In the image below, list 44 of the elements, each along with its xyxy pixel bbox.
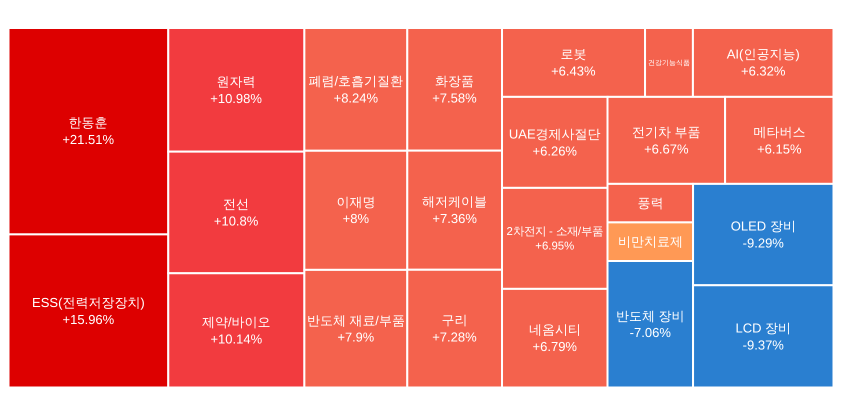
data-label: +6.43% <box>551 63 596 78</box>
category-label: ESS(전력저장장치) <box>32 294 145 310</box>
category-label: 2차전지 - 소재/부품 <box>506 226 604 238</box>
category-label: 메타버스 <box>753 124 806 140</box>
data-label: +15.96% <box>62 312 115 327</box>
category-label: 한동훈 <box>68 115 108 130</box>
category-label: 반도체 재료/부품 <box>306 312 405 328</box>
data-label: +8% <box>342 211 370 226</box>
category-label: 전기차 부품 <box>632 124 701 140</box>
data-label: +8.24% <box>334 90 378 106</box>
category-label: 반도체 장비 <box>616 308 685 324</box>
data-label: +6.67% <box>644 141 689 156</box>
category-label: 비만치료제 <box>618 234 683 250</box>
category-label: 원자력 <box>216 74 256 89</box>
data-label: +7.28% <box>432 330 478 345</box>
category-label: AI(인공지능) <box>726 46 800 62</box>
data-label: +7.58% <box>432 90 478 106</box>
category-label: 화장품 <box>434 73 474 88</box>
data-label: +10.98% <box>210 90 262 106</box>
data-label: +10.14% <box>210 331 263 346</box>
category-label: 제약/바이오 <box>202 314 271 330</box>
data-label: +6.79% <box>532 339 578 354</box>
category-label: UAE경제사절단 <box>508 126 601 142</box>
data-label: -9.29% <box>742 236 784 250</box>
category-label: 이재명 <box>336 194 376 210</box>
data-label: +7.9% <box>337 329 374 344</box>
data-label: -9.37% <box>742 337 784 352</box>
category-label: 로봇 <box>560 46 586 62</box>
category-label: LCD 장비 <box>735 320 792 336</box>
category-label: 네옴시티 <box>528 322 581 338</box>
category-label: OLED 장비 <box>730 218 796 234</box>
category-label: 전선 <box>223 196 250 212</box>
data-label: -7.06% <box>630 325 672 340</box>
data-label: +6.32% <box>740 63 786 78</box>
data-label: +10.8% <box>214 213 259 228</box>
category-label: 풍력 <box>637 196 664 211</box>
data-label: +7.36% <box>432 211 478 226</box>
data-label: +6.15% <box>757 141 802 156</box>
category-label: 폐렴/호흡기질환 <box>308 73 404 88</box>
category-label: 해저케이블 <box>422 194 488 210</box>
data-label: +21.51% <box>62 132 114 148</box>
category-label: 구리 <box>441 312 468 328</box>
data-label: +6.95% <box>535 240 574 253</box>
data-label: +6.26% <box>532 143 578 158</box>
